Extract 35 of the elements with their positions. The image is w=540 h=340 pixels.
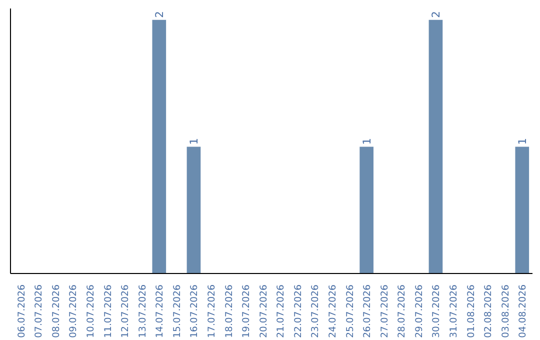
x-tick-label: 04.08.2026	[518, 284, 529, 338]
x-tick-label: 17.07.2026	[206, 284, 218, 338]
data-label: 1	[188, 138, 201, 145]
data-label: 2	[430, 11, 443, 18]
x-tick-label: 22.07.2026	[292, 284, 304, 338]
data-label: 2	[153, 11, 166, 18]
x-tick-label: 13.07.2026	[137, 284, 148, 338]
x-tick-label: 28.07.2026	[396, 284, 408, 338]
x-tick-label: 10.07.2026	[86, 284, 97, 338]
x-tick-label: 01.08.2026	[466, 284, 477, 338]
x-tick-label: 19.07.2026	[241, 284, 252, 338]
x-tick-label: 30.07.2026	[431, 284, 442, 338]
x-tick-label: 12.07.2026	[120, 284, 132, 338]
x-tick-label: 26.07.2026	[362, 284, 374, 338]
x-tick-label: 03.08.2026	[500, 284, 512, 338]
data-label: 1	[516, 138, 530, 145]
x-tick-label: 11.07.2026	[102, 284, 114, 338]
x-tick-label: 09.07.2026	[68, 284, 80, 338]
x-tick-label: 23.07.2026	[310, 284, 322, 338]
x-tick-label: 27.07.2026	[379, 284, 390, 338]
x-tick-label: 31.07.2026	[448, 284, 460, 338]
x-tick-label: 16.07.2026	[189, 284, 200, 338]
x-tick-label: 06.07.2026	[16, 284, 28, 338]
x-tick-label: 21.07.2026	[276, 284, 287, 338]
x-tick-label: 29.07.2026	[414, 284, 425, 338]
x-tick-label: 02.08.2026	[483, 284, 494, 338]
x-tick-label: 20.07.2026	[258, 284, 270, 338]
x-tick-label: 18.07.2026	[224, 284, 235, 338]
x-tick-label: 14.07.2026	[154, 284, 166, 338]
x-tick-label: 08.07.2026	[50, 284, 62, 338]
x-tick-label: 07.07.2026	[34, 284, 45, 338]
data-label: 1	[360, 138, 374, 145]
x-tick-label: 25.07.2026	[344, 284, 356, 338]
x-tick-label: 24.07.2026	[327, 284, 338, 338]
x-tick-label: 15.07.2026	[172, 284, 183, 338]
